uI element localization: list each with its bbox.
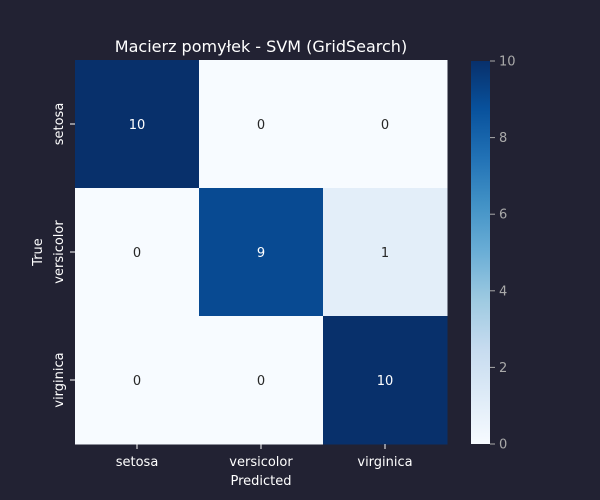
colorbar [471, 61, 490, 444]
y-tick-label: virginica [52, 352, 67, 407]
heatmap-cell [323, 188, 448, 317]
y-tick-label: versicolor [52, 220, 67, 284]
cell-value-label: 0 [381, 118, 389, 133]
x-tick-label: versicolor [229, 455, 293, 470]
cell-value-label: 0 [133, 246, 141, 261]
cell-value-label: 9 [257, 246, 265, 261]
heatmap-cell [75, 316, 200, 445]
cell-value-label: 0 [133, 374, 141, 389]
heatmap-cells: 10 0 00 9 10 0 10 [75, 60, 448, 445]
cell-value-label: 0 [257, 118, 265, 133]
heatmap-cell [199, 188, 324, 317]
chart-title: Macierz pomyłek - SVM (GridSearch) [115, 37, 407, 56]
colorbar-tick-label: 6 [499, 208, 507, 223]
heatmap-cell [199, 60, 324, 189]
heatmap-cell [75, 188, 200, 317]
cell-value-label: 0 [257, 374, 265, 389]
heatmap-cell [323, 316, 448, 445]
cell-value-label: 10 [129, 118, 146, 133]
heatmap-cell [75, 60, 200, 189]
colorbar-tick-label: 0 [499, 438, 507, 453]
colorbar-tick-label: 10 [499, 55, 516, 70]
cell-value-label: 1 [381, 246, 389, 261]
y-axis-label: True [31, 238, 46, 267]
colorbar-tick-label: 4 [499, 284, 507, 299]
heatmap-cell [199, 316, 324, 445]
y-axis: setosa versicolor virginica [52, 103, 75, 408]
x-axis: setosa versicolor virginica [116, 444, 413, 470]
colorbar-tick-label: 8 [499, 131, 507, 146]
colorbar-tick-label: 2 [499, 361, 507, 376]
x-tick-label: setosa [116, 455, 159, 470]
x-tick-label: virginica [357, 455, 412, 470]
cell-value-label: 10 [377, 374, 394, 389]
colorbar-ticks: 0 2 4 6 8 10 [490, 55, 516, 453]
x-axis-label: Predicted [230, 474, 291, 489]
y-tick-label: setosa [52, 103, 67, 146]
heatmap-cell [323, 60, 448, 189]
